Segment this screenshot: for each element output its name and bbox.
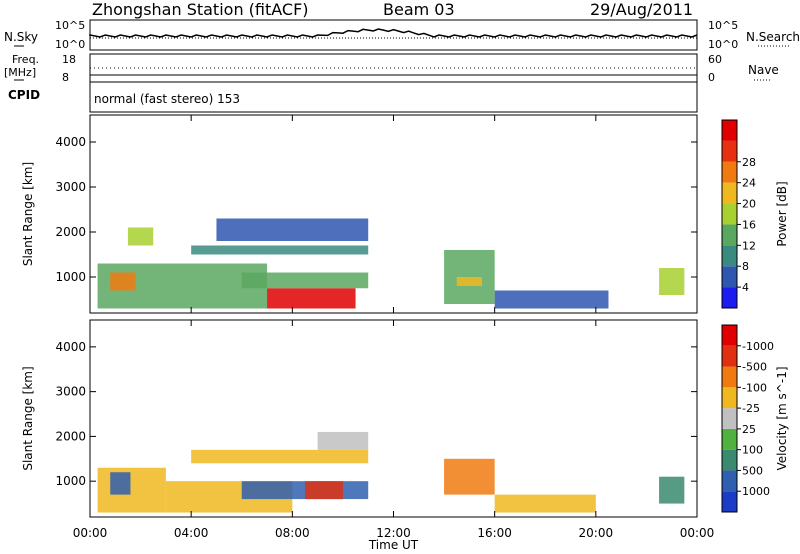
- heatmap-cell: [267, 288, 356, 309]
- colorbar-tick-label: 8: [742, 260, 749, 273]
- colorbar-swatch: [722, 366, 737, 388]
- y-axis-label: Slant Range [km]: [21, 366, 35, 470]
- y-axis-label: Slant Range [km]: [21, 162, 35, 266]
- heatmap-cell: [317, 431, 369, 450]
- colorbar-swatch: [722, 203, 737, 225]
- colorbar-tick-label: 20: [742, 198, 756, 211]
- colorbar-swatch: [722, 140, 737, 162]
- colorbar-swatch: [722, 325, 737, 346]
- heatmap-1: [97, 431, 685, 513]
- colorbar-swatch: [722, 408, 737, 429]
- colorbar-swatch: [722, 449, 737, 471]
- colorbar-tick-label: 500: [742, 464, 763, 477]
- colorbar-label: Power [dB]: [775, 181, 789, 246]
- colorbar-frame: [721, 119, 738, 309]
- heatmap-cell: [494, 290, 609, 309]
- nsky-tick-top: 10^5: [55, 19, 86, 32]
- date-title: 29/Aug/2011: [590, 0, 694, 19]
- heatmap-cell: [127, 227, 154, 246]
- colorbar-swatch: [722, 161, 737, 183]
- x-tick-label: 12:00: [376, 526, 411, 540]
- y-tick-label: 2000: [55, 225, 86, 239]
- colorbar-swatch: [722, 182, 737, 204]
- colorbar-tick-label: 1000: [742, 485, 770, 498]
- freq-tick-bottom: 8: [62, 71, 69, 84]
- cpid-label: CPID: [8, 88, 41, 102]
- colorbar-tick-label: 16: [742, 218, 756, 231]
- colorbar-tick-label: -25: [742, 402, 760, 415]
- nave-tick-top: 60: [708, 53, 722, 66]
- beam-title: Beam 03: [383, 0, 455, 19]
- nsky-tick-bottom: 10^0: [55, 38, 86, 51]
- x-tick-label: 16:00: [477, 526, 512, 540]
- freq-frame: [89, 53, 698, 83]
- nsearch-label: N.Search: [746, 30, 800, 44]
- nsearch-tick-bottom: 10^0: [708, 38, 739, 51]
- colorbar-tick-label: 25: [742, 423, 756, 436]
- colorbar-tick-label: -100: [742, 381, 767, 394]
- x-tick-label: 08:00: [275, 526, 310, 540]
- heatmap-cell: [304, 481, 343, 500]
- colorbar-frame: [721, 324, 738, 513]
- colorbar-tick-label: -500: [742, 361, 767, 374]
- colorbar-swatch: [722, 470, 737, 492]
- colorbar-tick-label: 24: [742, 177, 756, 190]
- colorbar-swatch: [722, 345, 737, 367]
- freq-tick-top: 18: [62, 53, 76, 66]
- x-tick-label: 04:00: [174, 526, 209, 540]
- colorbar-tick-label: 12: [742, 239, 756, 252]
- heatmap-cell: [444, 458, 495, 495]
- heatmap-cell: [97, 263, 179, 309]
- y-tick-label: 3000: [55, 180, 86, 194]
- heatmap-cell: [494, 494, 596, 513]
- y-tick-label: 4000: [55, 135, 86, 149]
- colorbar-swatch: [722, 428, 737, 450]
- freq-label-line1: Freq.: [12, 53, 40, 66]
- y-tick-label: 4000: [55, 340, 86, 354]
- heatmap-cell: [191, 245, 369, 255]
- colorbar-swatch: [722, 120, 737, 141]
- colorbar-tick-label: -1000: [742, 340, 774, 353]
- y-tick-label: 2000: [55, 429, 86, 443]
- colorbar-swatch: [722, 491, 737, 512]
- heatmap-cell: [110, 272, 136, 291]
- station-title: Zhongshan Station (fitACF): [92, 0, 309, 19]
- colorbar-swatch: [722, 266, 737, 288]
- colorbar-swatch: [722, 245, 737, 267]
- colorbar-swatch: [722, 224, 737, 246]
- heatmap-0: [97, 218, 685, 309]
- x-tick-label: 20:00: [579, 526, 614, 540]
- heatmap-cell: [191, 449, 369, 464]
- freq-label-line2: [MHz]: [4, 66, 37, 79]
- heatmap-cell: [659, 268, 685, 295]
- heatmap-cell: [110, 472, 131, 495]
- nsearch-tick-top: 10^5: [708, 19, 739, 32]
- nave-tick-bottom: 0: [708, 71, 715, 84]
- nave-label: Nave: [748, 63, 779, 77]
- nsky-trace: [89, 28, 698, 38]
- cpid-text: normal (fast stereo) 153: [94, 92, 241, 106]
- y-tick-label: 1000: [55, 474, 86, 488]
- nsky-label: N.Sky: [4, 30, 39, 44]
- x-axis-label: Time UT: [368, 538, 419, 552]
- colorbar-label: Velocity [m s^-1]: [775, 366, 789, 470]
- heatmap-cell: [659, 476, 685, 504]
- cpid-frame: [89, 81, 698, 113]
- colorbar-tick-label: 4: [742, 281, 749, 294]
- colorbar-swatch: [722, 387, 737, 409]
- heatmap-cell: [216, 218, 369, 241]
- colorbar-tick-label: 28: [742, 156, 756, 169]
- x-tick-label: 00:00: [73, 526, 108, 540]
- y-tick-label: 3000: [55, 385, 86, 399]
- y-tick-label: 1000: [55, 270, 86, 284]
- x-tick-label: 00:00: [680, 526, 715, 540]
- heatmap-cell: [97, 467, 166, 513]
- colorbar-tick-label: 100: [742, 444, 763, 457]
- heatmap-cell: [456, 277, 483, 286]
- heatmap-cell: [241, 272, 369, 289]
- colorbar-swatch: [722, 287, 737, 308]
